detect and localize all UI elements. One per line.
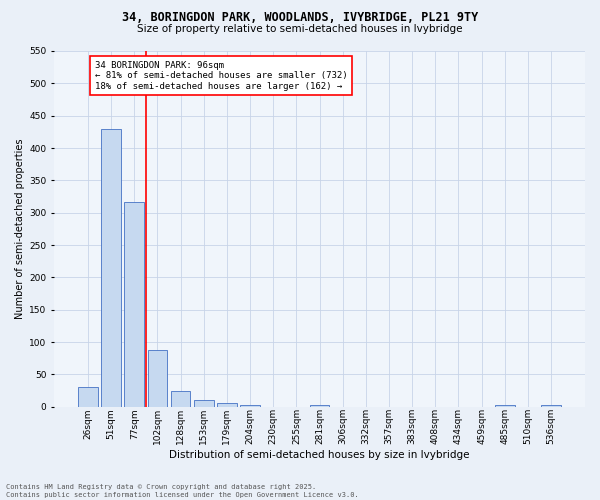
Bar	[194, 400, 214, 406]
Bar	[240, 404, 260, 406]
Bar	[171, 391, 190, 406]
Bar	[148, 350, 167, 406]
Bar	[124, 202, 144, 406]
Y-axis label: Number of semi-detached properties: Number of semi-detached properties	[15, 138, 25, 319]
Text: Contains HM Land Registry data © Crown copyright and database right 2025.
Contai: Contains HM Land Registry data © Crown c…	[6, 484, 359, 498]
Bar	[217, 404, 237, 406]
Text: 34, BORINGDON PARK, WOODLANDS, IVYBRIDGE, PL21 9TY: 34, BORINGDON PARK, WOODLANDS, IVYBRIDGE…	[122, 11, 478, 24]
Text: Size of property relative to semi-detached houses in Ivybridge: Size of property relative to semi-detach…	[137, 24, 463, 34]
X-axis label: Distribution of semi-detached houses by size in Ivybridge: Distribution of semi-detached houses by …	[169, 450, 470, 460]
Bar	[78, 388, 98, 406]
Text: 34 BORINGDON PARK: 96sqm
← 81% of semi-detached houses are smaller (732)
18% of : 34 BORINGDON PARK: 96sqm ← 81% of semi-d…	[95, 60, 347, 90]
Bar	[101, 128, 121, 406]
